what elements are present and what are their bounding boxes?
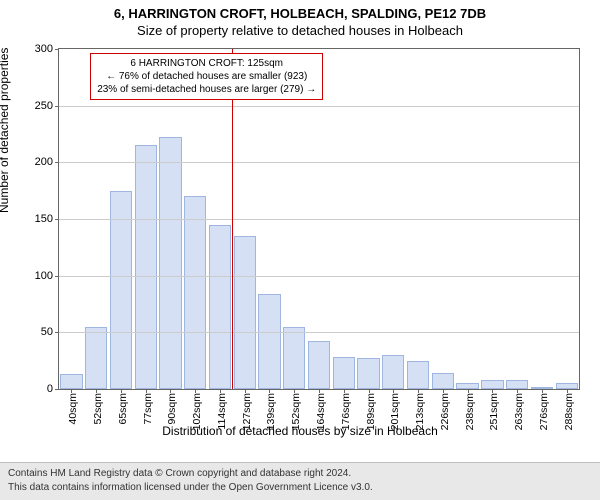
x-tick-mark — [344, 389, 345, 393]
x-tick-mark — [71, 389, 72, 393]
bar — [382, 355, 404, 389]
footer-line1: Contains HM Land Registry data © Crown c… — [8, 467, 592, 481]
bar — [481, 380, 503, 389]
x-tick-mark — [294, 389, 295, 393]
x-tick-mark — [492, 389, 493, 393]
annotation-line: ← 76% of detached houses are smaller (92… — [97, 70, 316, 83]
x-axis-label: Distribution of detached houses by size … — [0, 424, 600, 438]
x-tick-mark — [121, 389, 122, 393]
x-tick-label: 77sqm — [142, 393, 154, 425]
y-axis-label: Number of detached properties — [0, 48, 11, 213]
highlight-line — [232, 49, 233, 389]
y-tick-mark — [55, 389, 59, 390]
plot-area: 05010015020025030040sqm52sqm65sqm77sqm90… — [58, 48, 580, 390]
x-tick-label: 90sqm — [166, 393, 178, 425]
bar — [407, 361, 429, 389]
annotation-line: 23% of semi-detached houses are larger (… — [97, 83, 316, 96]
gridline — [59, 162, 579, 163]
x-tick-mark — [96, 389, 97, 393]
bar — [209, 225, 231, 389]
gridline — [59, 332, 579, 333]
x-tick-mark — [220, 389, 221, 393]
bar — [308, 341, 330, 389]
bar — [85, 327, 107, 389]
y-tick-mark — [55, 106, 59, 107]
y-tick-mark — [55, 162, 59, 163]
x-tick-mark — [269, 389, 270, 393]
bar — [184, 196, 206, 389]
x-tick-mark — [468, 389, 469, 393]
title-block: 6, HARRINGTON CROFT, HOLBEACH, SPALDING,… — [0, 0, 600, 38]
bar — [333, 357, 355, 389]
bar — [60, 374, 82, 389]
x-tick-mark — [245, 389, 246, 393]
bar — [234, 236, 256, 389]
x-tick-mark — [195, 389, 196, 393]
x-tick-mark — [146, 389, 147, 393]
chart-container: Number of detached properties 0501001502… — [0, 42, 600, 440]
bar — [357, 358, 379, 389]
y-tick-mark — [55, 49, 59, 50]
x-tick-label: 40sqm — [67, 393, 79, 425]
bar — [432, 373, 454, 389]
y-tick-mark — [55, 219, 59, 220]
gridline — [59, 219, 579, 220]
x-tick-mark — [319, 389, 320, 393]
x-tick-mark — [369, 389, 370, 393]
x-tick-mark — [393, 389, 394, 393]
annotation-line: 6 HARRINGTON CROFT: 125sqm — [97, 57, 316, 70]
x-tick-mark — [170, 389, 171, 393]
footer: Contains HM Land Registry data © Crown c… — [0, 462, 600, 500]
page-title: 6, HARRINGTON CROFT, HOLBEACH, SPALDING,… — [0, 6, 600, 21]
x-tick-mark — [517, 389, 518, 393]
y-tick-mark — [55, 332, 59, 333]
bar — [283, 327, 305, 389]
x-tick-label: 65sqm — [117, 393, 129, 425]
x-tick-mark — [542, 389, 543, 393]
gridline — [59, 276, 579, 277]
bar — [258, 294, 280, 389]
gridline — [59, 106, 579, 107]
y-tick-mark — [55, 276, 59, 277]
bar — [159, 137, 181, 389]
x-tick-mark — [567, 389, 568, 393]
bar — [110, 191, 132, 389]
x-tick-mark — [443, 389, 444, 393]
bar — [135, 145, 157, 389]
page-subtitle: Size of property relative to detached ho… — [0, 23, 600, 38]
x-tick-mark — [418, 389, 419, 393]
footer-line2: This data contains information licensed … — [8, 481, 592, 495]
bar — [506, 380, 528, 389]
x-tick-label: 52sqm — [92, 393, 104, 425]
annotation-box: 6 HARRINGTON CROFT: 125sqm← 76% of detac… — [90, 53, 323, 100]
